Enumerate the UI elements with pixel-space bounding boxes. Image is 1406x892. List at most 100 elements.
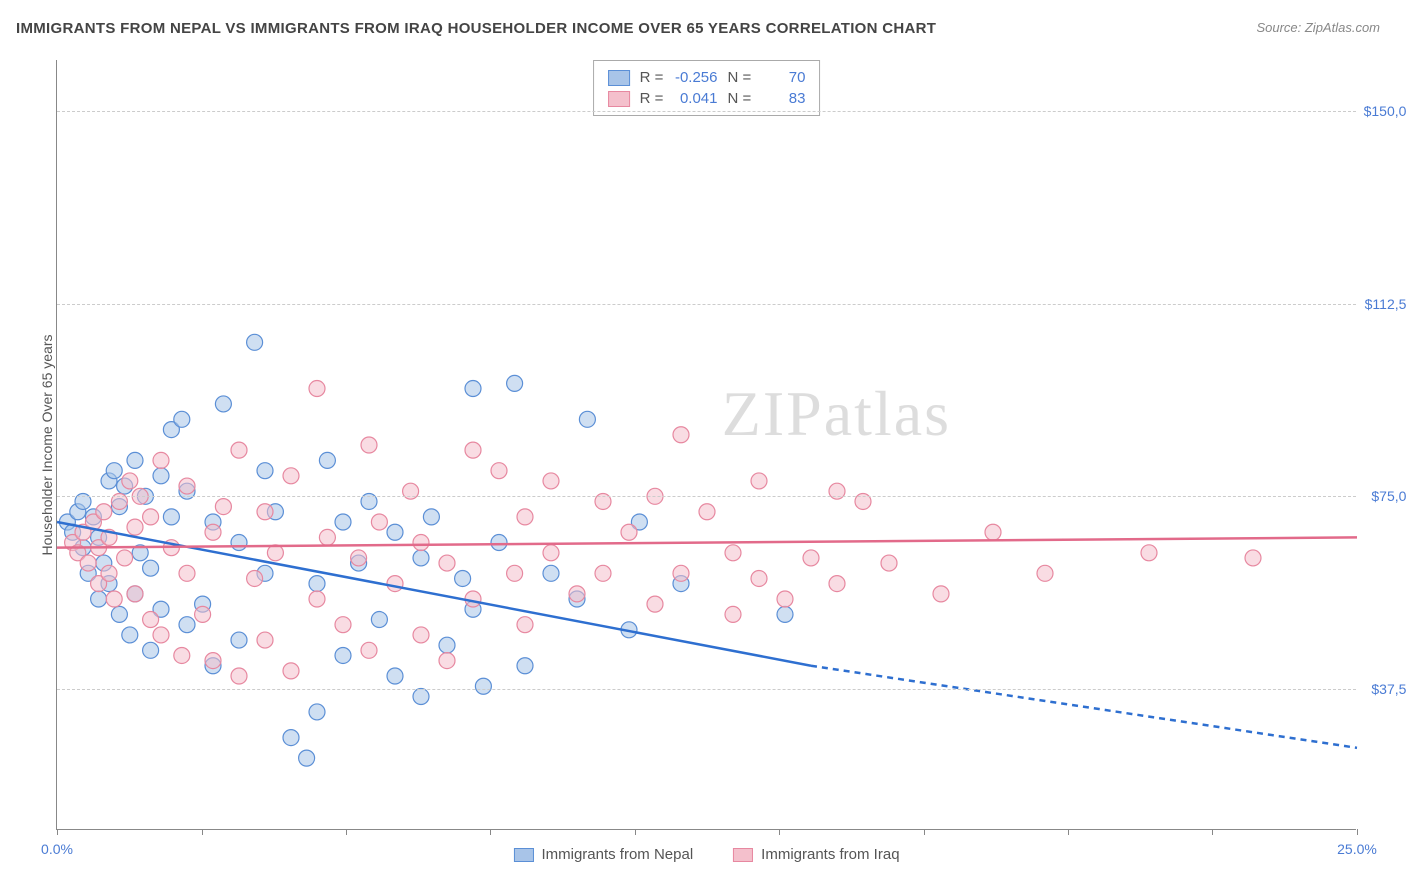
data-point xyxy=(143,612,159,628)
data-point xyxy=(335,617,351,633)
x-tick xyxy=(202,829,203,835)
x-tick xyxy=(346,829,347,835)
data-point xyxy=(1245,550,1261,566)
data-point xyxy=(621,524,637,540)
data-point xyxy=(777,591,793,607)
source-citation: Source: ZipAtlas.com xyxy=(1256,20,1380,35)
legend-swatch-nepal xyxy=(513,848,533,862)
x-tick xyxy=(1068,829,1069,835)
swatch-iraq xyxy=(608,91,630,107)
data-point xyxy=(117,550,133,566)
data-point xyxy=(1141,545,1157,561)
stats-row-nepal: R = -0.256 N = 70 xyxy=(608,67,806,88)
chart-svg xyxy=(57,60,1356,829)
data-point xyxy=(247,570,263,586)
data-point xyxy=(985,524,1001,540)
data-point xyxy=(361,437,377,453)
x-tick-label-left: 0.0% xyxy=(41,841,73,857)
data-point xyxy=(881,555,897,571)
data-point xyxy=(413,689,429,705)
gridline xyxy=(57,689,1356,690)
data-point xyxy=(507,565,523,581)
data-point xyxy=(309,704,325,720)
gridline xyxy=(57,111,1356,112)
data-point xyxy=(179,565,195,581)
x-tick xyxy=(1212,829,1213,835)
gridline xyxy=(57,496,1356,497)
chart-title: IMMIGRANTS FROM NEPAL VS IMMIGRANTS FROM… xyxy=(16,20,1390,37)
data-point xyxy=(309,591,325,607)
legend-label-iraq: Immigrants from Iraq xyxy=(761,846,899,863)
chart-container: IMMIGRANTS FROM NEPAL VS IMMIGRANTS FROM… xyxy=(16,20,1390,872)
data-point xyxy=(413,535,429,551)
data-point xyxy=(179,478,195,494)
data-point xyxy=(174,647,190,663)
gridline xyxy=(57,304,1356,305)
data-point xyxy=(673,565,689,581)
data-point xyxy=(351,550,367,566)
data-point xyxy=(195,606,211,622)
bottom-legend: Immigrants from Nepal Immigrants from Ir… xyxy=(513,846,899,863)
data-point xyxy=(413,627,429,643)
data-point xyxy=(122,473,138,489)
y-tick-label: $112,500 xyxy=(1356,296,1406,312)
data-point xyxy=(231,535,247,551)
data-point xyxy=(143,509,159,525)
data-point xyxy=(439,653,455,669)
data-point xyxy=(413,550,429,566)
data-point xyxy=(777,606,793,622)
data-point xyxy=(371,514,387,530)
regression-line xyxy=(57,537,1357,547)
data-point xyxy=(387,668,403,684)
data-point xyxy=(106,591,122,607)
data-point xyxy=(283,730,299,746)
data-point xyxy=(179,617,195,633)
data-point xyxy=(257,504,273,520)
x-tick xyxy=(635,829,636,835)
data-point xyxy=(101,565,117,581)
data-point xyxy=(257,632,273,648)
legend-label-nepal: Immigrants from Nepal xyxy=(541,846,693,863)
x-tick xyxy=(490,829,491,835)
data-point xyxy=(205,653,221,669)
data-point xyxy=(309,381,325,397)
data-point xyxy=(647,596,663,612)
data-point xyxy=(153,468,169,484)
data-point xyxy=(803,550,819,566)
data-point xyxy=(111,606,127,622)
data-point xyxy=(335,647,351,663)
data-point xyxy=(387,576,403,592)
data-point xyxy=(91,591,107,607)
data-point xyxy=(163,509,179,525)
data-point xyxy=(1037,565,1053,581)
data-point xyxy=(309,576,325,592)
data-point xyxy=(491,463,507,479)
data-point xyxy=(543,565,559,581)
data-point xyxy=(153,627,169,643)
data-point xyxy=(829,576,845,592)
data-point xyxy=(205,524,221,540)
swatch-nepal xyxy=(608,70,630,86)
data-point xyxy=(725,545,741,561)
data-point xyxy=(127,452,143,468)
data-point xyxy=(475,678,491,694)
data-point xyxy=(335,514,351,530)
data-point xyxy=(319,529,335,545)
data-point xyxy=(439,637,455,653)
legend-swatch-iraq xyxy=(733,848,753,862)
data-point xyxy=(127,586,143,602)
data-point xyxy=(106,463,122,479)
data-point xyxy=(283,468,299,484)
data-point xyxy=(673,427,689,443)
stats-legend: R = -0.256 N = 70 R = 0.041 N = 83 xyxy=(593,60,821,116)
data-point xyxy=(283,663,299,679)
data-point xyxy=(143,642,159,658)
data-point xyxy=(257,463,273,479)
data-point xyxy=(215,499,231,515)
stats-row-iraq: R = 0.041 N = 83 xyxy=(608,88,806,109)
x-tick xyxy=(57,829,58,835)
data-point xyxy=(579,411,595,427)
data-point xyxy=(174,411,190,427)
y-tick-label: $150,000 xyxy=(1356,103,1406,119)
x-tick xyxy=(924,829,925,835)
